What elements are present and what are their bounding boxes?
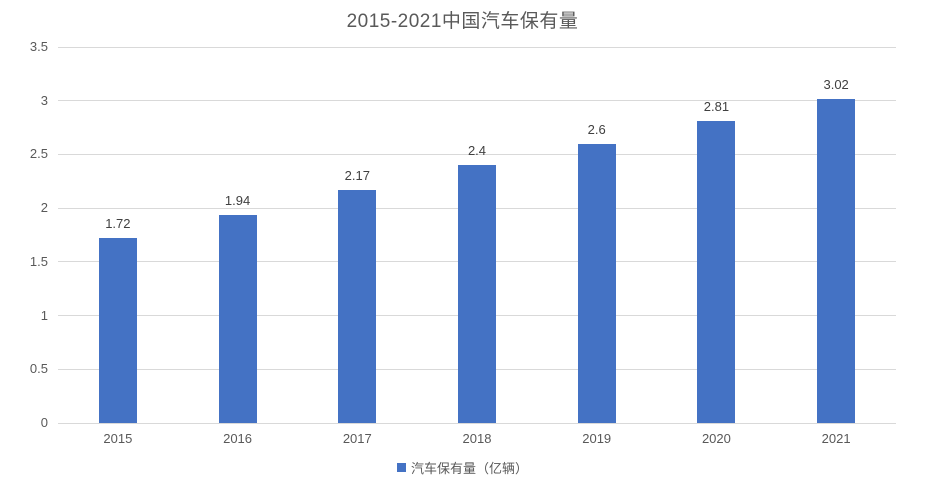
y-tick-label: 0 bbox=[40, 415, 48, 430]
legend-swatch-icon bbox=[396, 463, 406, 472]
plot-area: 1.72 1.94 2.17 2.4 2.6 2.81 3.02 bbox=[58, 46, 896, 424]
data-label-2021: 3.02 bbox=[823, 76, 849, 92]
x-axis: 2015 2016 2017 2018 2019 2020 2021 bbox=[58, 431, 896, 449]
gridline bbox=[58, 100, 896, 102]
bar-2016 bbox=[218, 214, 257, 423]
y-tick-label: 2 bbox=[40, 200, 48, 216]
gridline bbox=[58, 422, 896, 424]
x-tick-label: 2015 bbox=[103, 431, 133, 446]
bar-2021 bbox=[817, 98, 856, 423]
x-tick-label: 2016 bbox=[223, 431, 253, 446]
x-tick-label: 2017 bbox=[342, 431, 372, 446]
data-label-2016: 1.94 bbox=[224, 192, 251, 208]
bars-layer: 1.72 1.94 2.17 2.4 2.6 2.81 3.02 bbox=[58, 47, 896, 423]
x-tick-label: 2021 bbox=[821, 431, 851, 446]
bar-2020 bbox=[697, 121, 736, 423]
data-label-2019: 2.6 bbox=[587, 121, 606, 137]
bar-2018 bbox=[458, 165, 496, 423]
y-tick-label: 1.5 bbox=[29, 253, 48, 269]
y-tick-label: 2.5 bbox=[29, 146, 48, 162]
y-tick-label: 3 bbox=[40, 92, 48, 108]
y-tick-label: 1 bbox=[40, 307, 48, 323]
y-axis: 0 0.5 1 1.5 2 2.5 3 3.5 bbox=[0, 39, 48, 430]
gridline bbox=[58, 153, 896, 155]
bar-2017 bbox=[338, 189, 377, 423]
legend-label: 汽车保有量（亿辆） bbox=[410, 461, 528, 476]
x-tick-label: 2020 bbox=[701, 431, 731, 446]
x-tick-label: 2019 bbox=[582, 431, 612, 446]
x-tick-label: 2018 bbox=[462, 431, 492, 446]
data-label-2018: 2.4 bbox=[467, 143, 487, 159]
data-label-2017: 2.17 bbox=[344, 167, 370, 183]
legend: 汽车保有量（亿辆） bbox=[0, 458, 925, 477]
y-tick-label: 3.5 bbox=[29, 39, 48, 54]
bar-2019 bbox=[577, 143, 616, 423]
bar-2015 bbox=[98, 238, 137, 423]
y-tick-label: 0.5 bbox=[29, 361, 48, 377]
chart-title: 2015-2021中国汽车保有量 bbox=[346, 11, 579, 32]
data-label-2020: 2.81 bbox=[703, 99, 730, 115]
data-label-2015: 1.72 bbox=[105, 216, 131, 232]
gridline bbox=[58, 46, 896, 48]
